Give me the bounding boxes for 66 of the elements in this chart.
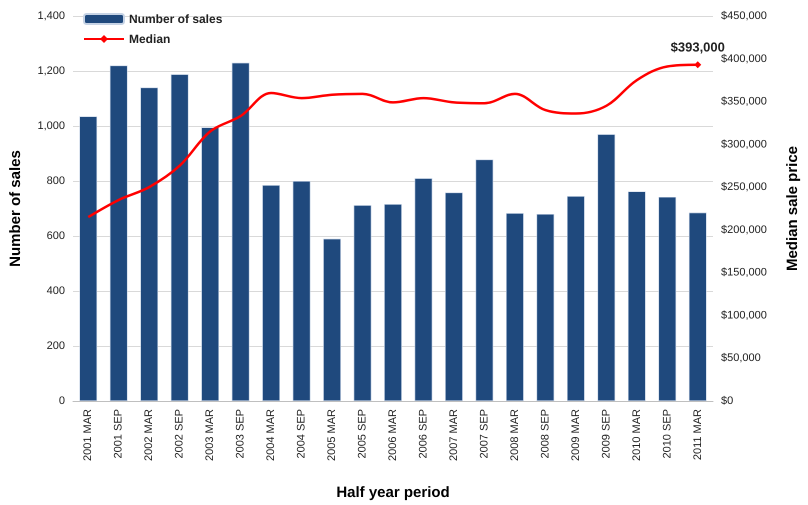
bar — [536, 214, 554, 401]
x-tick-label: 2001 SEP — [112, 409, 125, 459]
x-tick-label: 2008 SEP — [539, 409, 552, 459]
x-tick-label: 2010 SEP — [661, 409, 674, 459]
x-tick-label: 2008 MAR — [508, 408, 521, 461]
bar — [506, 213, 524, 401]
bar — [476, 160, 494, 401]
x-tick-label: 2005 SEP — [356, 409, 369, 459]
y2-tick-label: $450,000 — [721, 10, 767, 22]
y2-tick-label: $0 — [721, 395, 734, 407]
x-tick-label: 2003 MAR — [204, 408, 216, 461]
bar — [414, 178, 432, 401]
x-tick-label: 2002 MAR — [143, 408, 156, 461]
legend-label: Number of sales — [129, 12, 223, 26]
x-tick-label: 2004 MAR — [265, 408, 278, 461]
y2-tick-label: $400,000 — [721, 52, 767, 65]
bar — [110, 66, 128, 401]
data-label: $393,000 — [670, 39, 725, 54]
y-axis-title: Number of sales — [7, 150, 24, 267]
bar — [658, 196, 676, 401]
bar — [384, 204, 402, 401]
y-tick-label: 1,400 — [37, 10, 65, 22]
y-tick-label: 600 — [46, 230, 65, 242]
x-tick-label: 2006 SEP — [417, 409, 430, 459]
x-axis-title: Half year period — [336, 484, 450, 501]
x-tick-label: 2009 SEP — [600, 409, 612, 459]
bar — [445, 192, 463, 401]
y-tick-label: 0 — [58, 395, 65, 407]
bar — [323, 238, 341, 401]
y2-tick-label: $300,000 — [721, 138, 767, 150]
y2-axis-title: Median sale price — [784, 146, 801, 272]
bar — [292, 181, 310, 401]
y-tick-label: 800 — [46, 175, 65, 187]
x-tick-label: 2007 MAR — [448, 408, 460, 461]
legend-label: Median — [129, 32, 170, 46]
bar — [79, 116, 98, 401]
bar — [628, 191, 646, 401]
x-tick-label: 2005 MAR — [326, 408, 338, 461]
x-tick-label: 2011 MAR — [692, 408, 704, 460]
bar — [354, 205, 372, 401]
x-tick-label: 2003 SEP — [234, 409, 247, 459]
y-tick-label: 200 — [46, 340, 65, 352]
bar — [170, 74, 189, 401]
bar — [140, 88, 158, 401]
x-tick-label: 2001 MAR — [82, 408, 94, 461]
bar — [597, 134, 616, 401]
bar — [688, 212, 707, 401]
bar — [567, 196, 585, 401]
y-tick-label: 400 — [46, 285, 65, 297]
y2-tick-label: $250,000 — [721, 181, 767, 194]
bar — [232, 62, 250, 401]
y2-tick-label: $100,000 — [721, 309, 767, 322]
x-tick-label: 2010 MAR — [630, 408, 643, 461]
x-tick-label: 2002 SEP — [174, 409, 186, 459]
y2-tick-label: $200,000 — [721, 224, 767, 236]
x-tick-label: 2004 SEP — [296, 409, 308, 459]
y-tick-label: 1,200 — [37, 65, 65, 77]
y-tick-label: 1,000 — [37, 120, 65, 132]
bar — [201, 127, 219, 401]
bar — [262, 185, 280, 401]
x-tick-label: 2009 MAR — [570, 408, 582, 461]
y2-tick-label: $150,000 — [721, 266, 767, 279]
y2-tick-label: $350,000 — [721, 96, 767, 108]
x-tick-label: 2007 SEP — [478, 409, 490, 459]
x-tick-label: 2006 MAR — [387, 408, 399, 461]
y2-tick-label: $50,000 — [721, 352, 761, 364]
